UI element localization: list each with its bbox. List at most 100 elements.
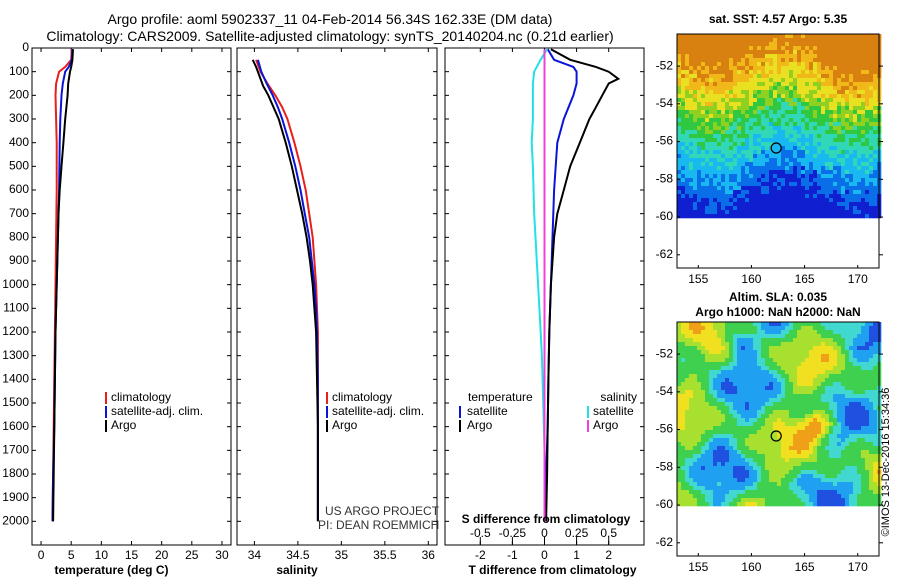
map-cell <box>825 158 830 163</box>
map-cell <box>741 170 746 175</box>
map-cell <box>797 410 802 415</box>
map-cell <box>765 46 770 51</box>
map-cell <box>757 42 762 47</box>
map-cell <box>733 454 738 459</box>
map-cell <box>729 138 734 143</box>
map-cell <box>785 454 790 459</box>
map-cell <box>821 114 826 119</box>
map-cell <box>841 166 846 171</box>
map-cell <box>805 98 810 103</box>
map-cell <box>845 346 850 351</box>
map-cell <box>689 382 694 387</box>
map-cell <box>725 58 730 63</box>
map-cell <box>781 378 786 383</box>
map-cell <box>729 374 734 379</box>
map-cell <box>857 374 862 379</box>
map-cell <box>677 446 682 451</box>
map-cell <box>713 158 718 163</box>
map-cell <box>745 110 750 115</box>
map-cell <box>705 126 710 131</box>
map-cell <box>697 142 702 147</box>
map-cell <box>781 114 786 119</box>
map-cell <box>813 442 818 447</box>
map-cell <box>737 410 742 415</box>
map-cell <box>809 386 814 391</box>
map-cell <box>801 330 806 335</box>
map-cell <box>697 114 702 119</box>
map-cell <box>693 366 698 371</box>
map-cell <box>845 438 850 443</box>
map-cell <box>729 422 734 427</box>
map-cell <box>797 446 802 451</box>
map-cell <box>765 190 770 195</box>
map-cell <box>817 214 822 219</box>
map-cell <box>821 374 826 379</box>
y-tick-label: 300 <box>9 111 29 125</box>
map-cell <box>853 378 858 383</box>
map-cell <box>785 482 790 487</box>
map-cell <box>697 374 702 379</box>
map-cell <box>789 66 794 71</box>
map-cell <box>777 206 782 211</box>
map-cell <box>809 114 814 119</box>
map-y-tick-label: -58 <box>656 459 674 473</box>
map-cell <box>685 86 690 91</box>
x-tick-label: 20 <box>155 548 169 562</box>
map-cell <box>685 402 690 407</box>
map-cell <box>853 370 858 375</box>
map-cell <box>873 70 878 75</box>
map-cell <box>777 202 782 207</box>
map-cell <box>737 362 742 367</box>
map-cell <box>697 46 702 51</box>
map-cell <box>853 354 858 359</box>
map-cell <box>701 486 706 491</box>
map-cell <box>805 54 810 59</box>
map-cell <box>785 186 790 191</box>
map-cell <box>785 394 790 399</box>
map-cell <box>741 114 746 119</box>
map-cell <box>693 50 698 55</box>
map-cell <box>705 406 710 411</box>
map-cell <box>765 98 770 103</box>
map-cell <box>721 198 726 203</box>
map-cell <box>853 202 858 207</box>
map-cell <box>793 354 798 359</box>
map-cell <box>809 122 814 127</box>
map-cell <box>825 34 830 39</box>
map-cell <box>721 362 726 367</box>
map-cell <box>825 86 830 91</box>
map-y-tick-label: -62 <box>656 535 674 549</box>
map-cell <box>849 54 854 59</box>
map-cell <box>849 90 854 95</box>
map-cell <box>697 470 702 475</box>
map-cell <box>725 154 730 159</box>
map-cell <box>857 58 862 63</box>
map-cell <box>741 150 746 155</box>
map-cell <box>701 418 706 423</box>
map-cell <box>693 142 698 147</box>
map-cell <box>777 386 782 391</box>
map-cell <box>737 174 742 179</box>
map-cell <box>821 38 826 43</box>
map-cell <box>709 478 714 483</box>
map-cell <box>853 134 858 139</box>
map-cell <box>849 374 854 379</box>
map-cell <box>825 206 830 211</box>
map-cell <box>721 354 726 359</box>
map-cell <box>677 62 682 67</box>
map-cell <box>725 406 730 411</box>
map-cell <box>821 498 826 503</box>
map-cell <box>749 398 754 403</box>
map-cell <box>825 442 830 447</box>
map-cell <box>849 334 854 339</box>
map-cell <box>685 390 690 395</box>
map-cell <box>749 406 754 411</box>
map-cell <box>701 346 706 351</box>
map-cell <box>677 174 682 179</box>
map-cell <box>729 350 734 355</box>
map-cell <box>765 450 770 455</box>
map-cell <box>801 422 806 427</box>
map-cell <box>821 98 826 103</box>
map-cell <box>685 62 690 67</box>
map-cell <box>777 426 782 431</box>
